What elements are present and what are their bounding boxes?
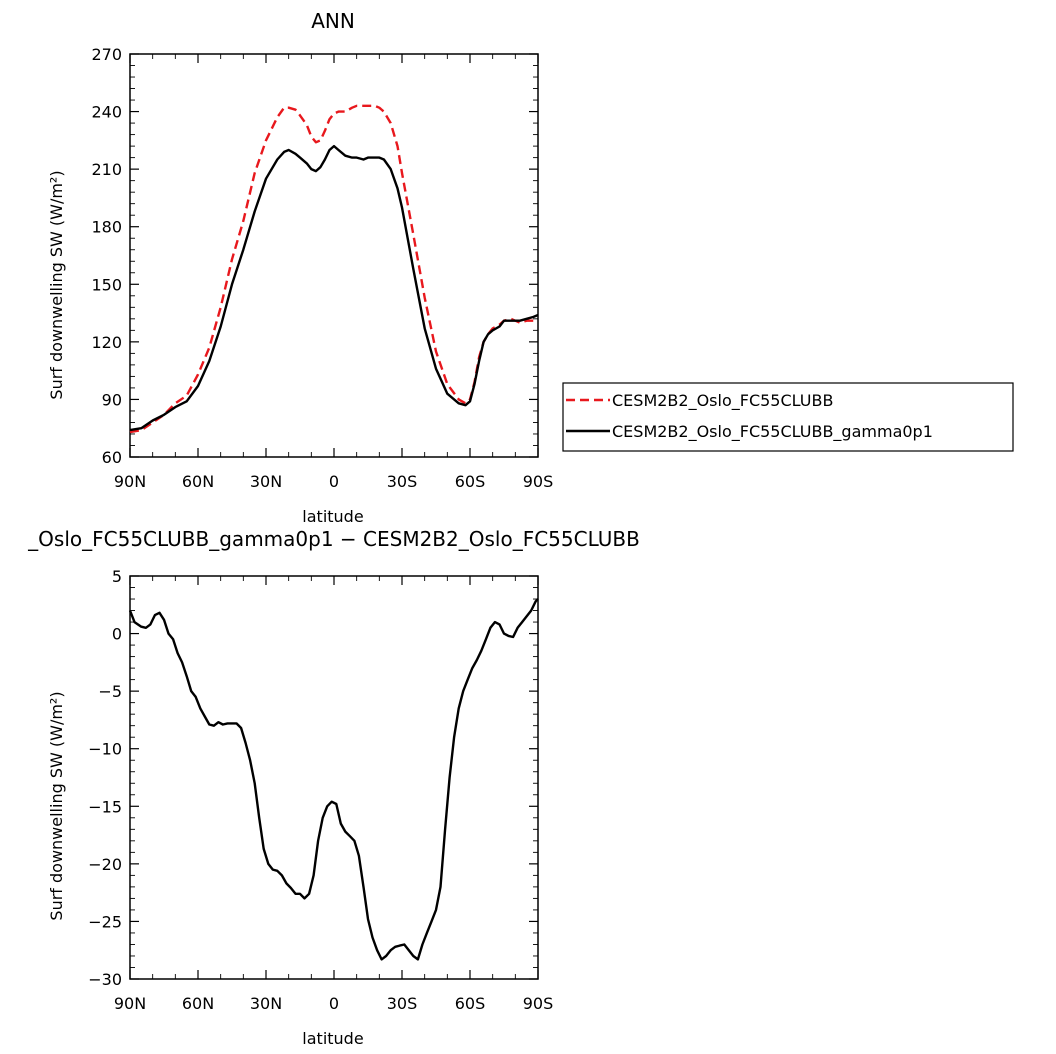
- x-tick-label: 90S: [523, 472, 554, 491]
- y-tick-label: 270: [91, 45, 122, 64]
- x-tick-label: 0: [329, 994, 339, 1013]
- y-tick-label: 60: [102, 448, 122, 467]
- y-tick-label: −20: [88, 855, 122, 874]
- top-x-axis-label: latitude: [302, 507, 363, 526]
- x-tick-label: 30S: [387, 994, 418, 1013]
- plot-frame: [129, 575, 539, 980]
- x-tick-label: 30N: [250, 994, 282, 1013]
- y-tick-label: 5: [112, 567, 122, 586]
- series-line-2: [129, 144, 539, 432]
- y-tick-label: 150: [91, 275, 122, 294]
- bottom-y-axis-label: Surf downwelling SW (W/m²): [47, 691, 66, 920]
- y-tick-label: 90: [102, 390, 122, 409]
- y-tick-label: 210: [91, 160, 122, 179]
- x-tick-label: 60N: [182, 472, 214, 491]
- y-tick-label: −30: [88, 970, 122, 989]
- x-tick-label: 30S: [387, 472, 418, 491]
- x-tick-label: 90S: [523, 994, 554, 1013]
- bottom-x-axis-label: latitude: [302, 1029, 363, 1048]
- x-tick-label: 0: [329, 472, 339, 491]
- x-tick-label: 60S: [455, 994, 486, 1013]
- x-tick-label: 90N: [114, 472, 146, 491]
- x-tick-label: 60N: [182, 994, 214, 1013]
- legend-label-series-1: CESM2B2_Oslo_FC55CLUBB: [612, 391, 833, 411]
- x-tick-label: 90N: [114, 994, 146, 1013]
- y-tick-label: 0: [112, 625, 122, 644]
- bottom-chart-title: _Oslo_FC55CLUBB_gamma0p1 − CESM2B2_Oslo_…: [27, 527, 640, 551]
- x-tick-label: 60S: [455, 472, 486, 491]
- y-tick-label: −5: [98, 682, 122, 701]
- y-tick-label: −25: [88, 912, 122, 931]
- legend: CESM2B2_Oslo_FC55CLUBB CESM2B2_Oslo_FC55…: [562, 382, 1014, 452]
- x-tick-label: 30N: [250, 472, 282, 491]
- series-line-1: [129, 104, 538, 434]
- bottom-panel: _Oslo_FC55CLUBB_gamma0p1 − CESM2B2_Oslo_…: [27, 527, 640, 1048]
- legend-label-series-2: CESM2B2_Oslo_FC55CLUBB_gamma0p1: [612, 422, 933, 442]
- top-panel: ANN latitude Surf downwelling SW (W/m²) …: [47, 9, 553, 526]
- series-line-1: [128, 598, 539, 961]
- y-tick-label: 180: [91, 218, 122, 237]
- top-chart-title: ANN: [311, 9, 355, 33]
- y-tick-label: 120: [91, 333, 122, 352]
- y-tick-label: 240: [91, 103, 122, 122]
- top-y-axis-label: Surf downwelling SW (W/m²): [47, 170, 66, 399]
- legend-box: [562, 382, 1014, 452]
- y-tick-label: −10: [88, 740, 122, 759]
- y-tick-label: −15: [88, 797, 122, 816]
